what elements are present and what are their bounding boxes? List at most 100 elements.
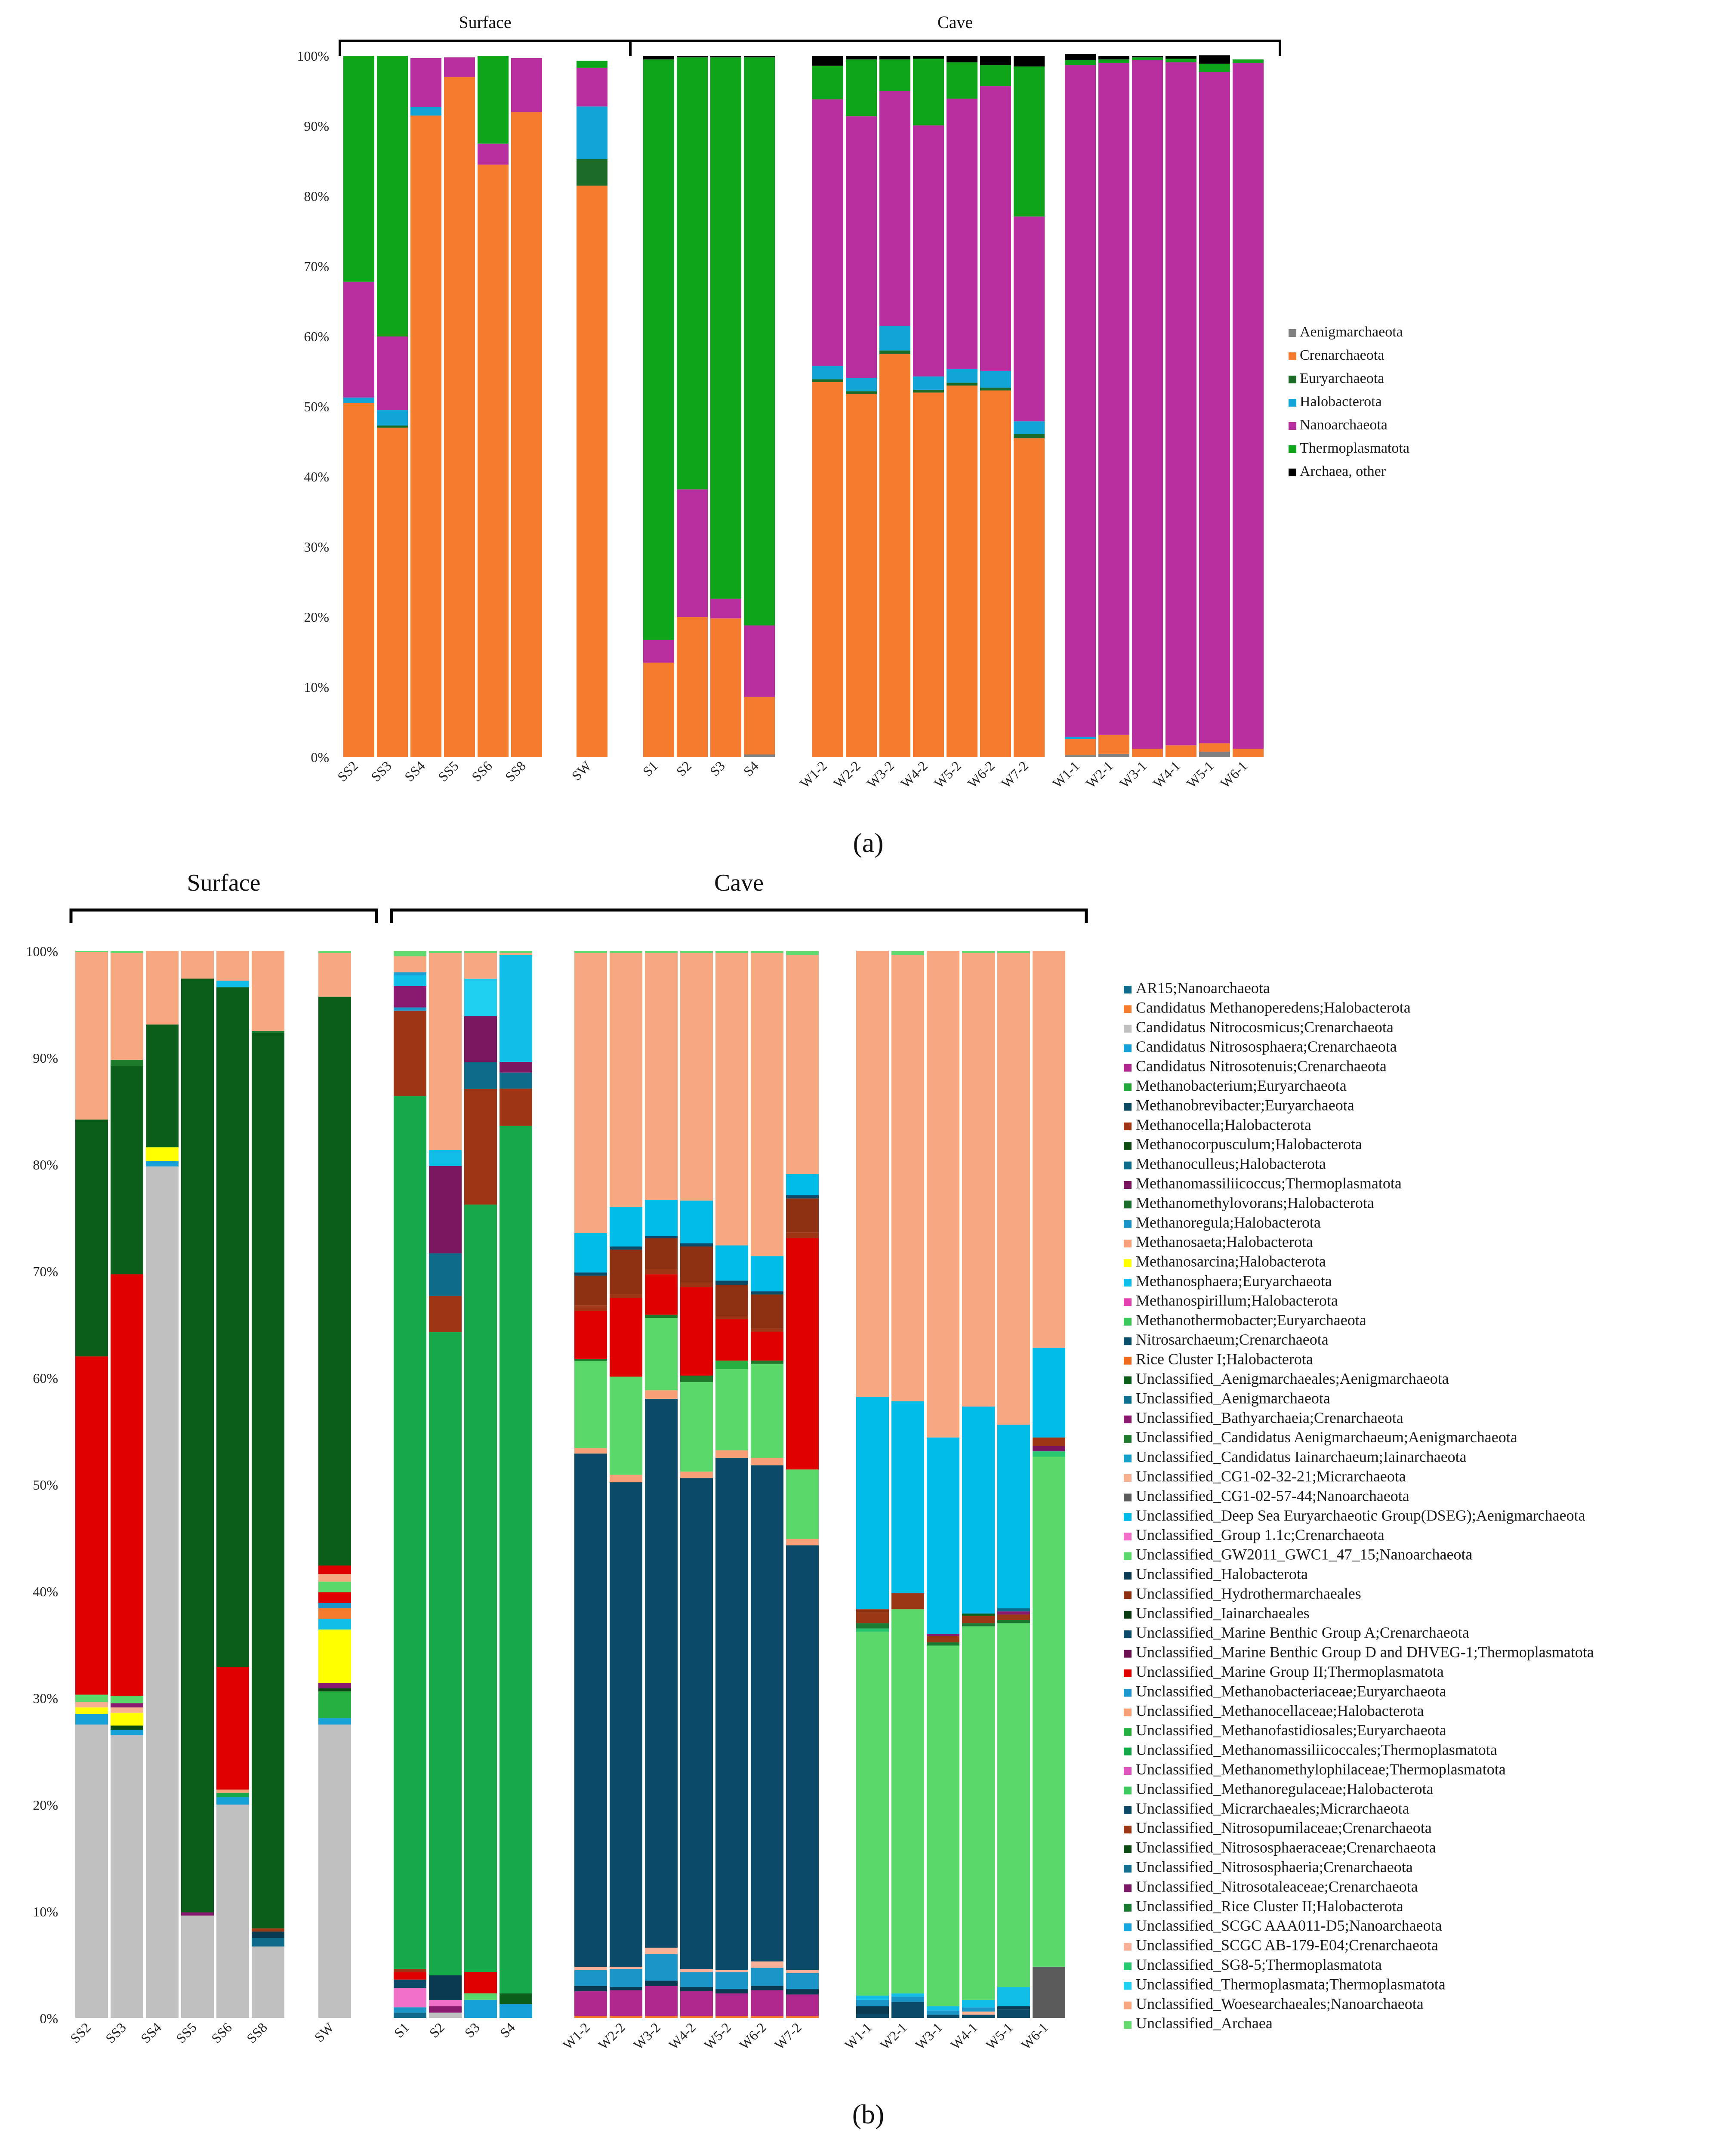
legend-swatch [1124, 1904, 1132, 1912]
bar-segment-ss3 [111, 1712, 143, 1726]
bar-segment-w4-1-thermoplasmatota [1166, 59, 1196, 62]
bar-segment-w5-1 [997, 1611, 1030, 1615]
bar-segment-ss5 [181, 1915, 214, 2018]
y-tick-label: 90% [33, 1050, 58, 1066]
bar-segment-w3-1-thermoplasmatota [1132, 57, 1163, 60]
bar-segment-w4-2-archaea-other [913, 56, 944, 59]
bar-segment-w3-1-archaea-other [1132, 56, 1163, 58]
bar-segment-ss2 [75, 1702, 108, 1708]
legend-label: Aenigmarchaeota [1300, 324, 1403, 340]
bar-segment-w1-2 [574, 951, 607, 953]
legend-swatch [1124, 1826, 1132, 1834]
bar-segment-ss3-nanoarchaeota [377, 336, 408, 410]
bar-segment-ss6 [216, 981, 249, 987]
legend-swatch [1124, 1044, 1132, 1052]
panel-a-chart: 0%10%20%30%40%50%60%70%80%90%100%SS2 SS3 S… [297, 12, 1409, 791]
bar-segment-w1-2-euryarchaeota [812, 379, 843, 382]
bar-segment-w1-1 [856, 1612, 889, 1623]
legend-swatch [1124, 1689, 1132, 1697]
bar-segment-w1-2 [574, 1358, 607, 1361]
bar-segment-w2-2 [610, 1294, 642, 1298]
bar-segment-w3-2-crenarchaeota [879, 354, 910, 757]
legend-swatch [1124, 1435, 1132, 1443]
legend-label: Unclassified_Marine Benthic Group D and … [1136, 1644, 1594, 1661]
legend-swatch [1124, 1142, 1132, 1150]
legend-swatch [1124, 1474, 1132, 1482]
bar-segment-ss2-thermoplasmatota [343, 56, 374, 282]
legend-swatch [1124, 1982, 1132, 1990]
legend-swatch [1124, 1122, 1132, 1130]
bar-segment-w4-2 [680, 1243, 713, 1246]
bar-segment-w7-2 [786, 1994, 819, 2016]
y-tick-label: 70% [33, 1264, 58, 1279]
bar-segment-s4 [500, 1088, 532, 1126]
x-tick-label: SS4 [138, 2019, 164, 2046]
legend-label: Methanospirillum;Halobacterota [1136, 1292, 1338, 1309]
legend-label: Unclassified_Thermoplasmata;Thermoplasma… [1136, 1975, 1446, 1993]
x-tick-label: SS3 [368, 758, 395, 784]
bar-segment-w4-2 [680, 1972, 713, 1987]
bar-segment-w2-2 [610, 1990, 642, 2016]
bar-segment-s1 [394, 1010, 426, 1096]
bar-segment-w6-2 [751, 1294, 783, 1329]
bar-segment-s1 [394, 951, 426, 956]
x-tick-label: W1-2 [560, 2019, 593, 2052]
legend-label: Unclassified_Nitrosotaleaceae;Crenarchae… [1136, 1878, 1418, 1895]
legend-label: Unclassified_Methanoregulaceae;Halobacte… [1136, 1780, 1434, 1797]
bar-segment-w5-2 [715, 1280, 748, 1285]
bar-segment-s4-nanoarchaeota [744, 625, 775, 697]
legend-label: Candidatus Nitrocosmicus;Crenarchaeota [1136, 1018, 1394, 1036]
x-tick-label: W2-2 [595, 2019, 628, 2052]
bar-segment-w4-2 [680, 1472, 713, 1478]
bar-segment-ss3 [111, 1066, 143, 1274]
legend-label: Candidatus Nitrososphaera;Crenarchaeota [1136, 1038, 1397, 1055]
x-tick-label: S3 [707, 758, 728, 779]
bar-segment-s4 [500, 1072, 532, 1089]
bar-segment-w4-2-nanoarchaeota [913, 125, 944, 376]
bar-segment-ss6-crenarchaeota [478, 164, 509, 757]
bar-segment-s1-archaea-other [643, 56, 674, 60]
bar-segment-sw [318, 1565, 351, 1574]
bar-segment-w5-2-euryarchaeota [947, 383, 977, 386]
bar-segment-ss2 [75, 1725, 108, 2018]
bar-segment-ss8 [252, 1928, 284, 1932]
legend-swatch [1124, 1415, 1132, 1423]
bar-segment-w5-2-thermoplasmatota [947, 62, 977, 99]
bar-segment-w4-2 [680, 1200, 713, 1243]
bar-segment-s2 [429, 1975, 462, 2000]
bar-segment-w5-1 [997, 1425, 1030, 1608]
bar-segment-w6-2-euryarchaeota [980, 387, 1011, 391]
x-tick-label: SW [569, 758, 595, 784]
legend-swatch [1124, 1767, 1132, 1775]
bar-segment-w4-2 [680, 951, 713, 953]
legend-label: Unclassified_SCGC AAA011-D5;Nanoarchaeot… [1136, 1917, 1442, 1934]
bar-segment-w4-2 [680, 1376, 713, 1382]
bar-segment-w6-2 [751, 951, 783, 953]
bar-segment-w1-1-aenigmarchaeota [1065, 755, 1096, 757]
legend-swatch [1124, 1650, 1132, 1658]
bar-segment-w6-2-crenarchaeota [980, 390, 1011, 757]
legend-swatch [1289, 445, 1296, 453]
bar-segment-w1-1 [856, 1623, 889, 1629]
bar-segment-w6-2 [751, 1990, 783, 2016]
bar-segment-w7-2 [786, 1545, 819, 1970]
y-tick-label: 100% [26, 944, 58, 959]
legend-label: Crenarchaeota [1300, 347, 1384, 363]
legend-swatch [1124, 1024, 1132, 1033]
bar-segment-w6-2 [751, 1291, 783, 1295]
bar-segment-ss3-halobacterota [377, 410, 408, 426]
bar-segment-w2-2 [610, 1250, 642, 1295]
bar-segment-w3-1 [927, 1437, 959, 1634]
bar-segment-w1-2-crenarchaeota [812, 382, 843, 757]
x-tick-label: S4 [497, 2019, 518, 2040]
x-tick-label: W7-2 [771, 2019, 805, 2052]
legend-swatch [1124, 1552, 1132, 1560]
bar-segment-w1-1-crenarchaeota [1065, 739, 1096, 756]
bar-segment-w1-2 [574, 1272, 607, 1276]
bar-segment-w4-2 [680, 1968, 713, 1972]
bar-segment-s3 [464, 1993, 497, 2000]
bar-segment-w2-2-thermoplasmatota [846, 59, 877, 117]
bar-segment-w6-1 [1033, 1966, 1065, 2018]
x-tick-label: SS8 [502, 758, 529, 784]
bar-segment-ss4-halobacterota [410, 107, 441, 116]
